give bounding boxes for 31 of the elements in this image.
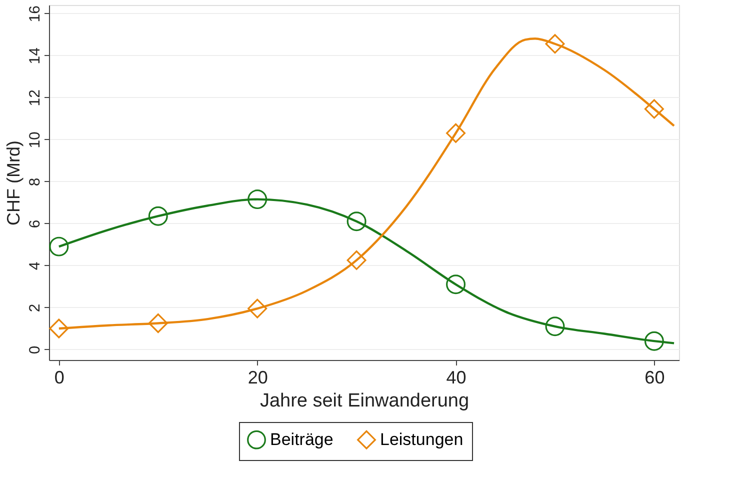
y-tick-label: 2 — [26, 304, 44, 312]
x-axis-title: Jahre seit Einwanderung — [260, 390, 470, 412]
x-tick-label: 40 — [446, 368, 466, 388]
legend-label: Beiträge — [270, 430, 334, 449]
x-tick-label: 20 — [248, 368, 268, 388]
point — [446, 274, 466, 294]
point — [545, 316, 565, 336]
x-tick-label: 60 — [644, 368, 665, 388]
point — [248, 298, 268, 318]
point — [545, 34, 565, 54]
point — [49, 236, 69, 256]
y-tick-label: 14 — [26, 48, 44, 64]
legend-label: Leistungen — [380, 430, 464, 449]
point — [49, 318, 69, 338]
point — [248, 190, 268, 210]
y-tick-label: 6 — [26, 220, 44, 228]
y-tick-label: 8 — [26, 178, 44, 186]
point — [644, 99, 664, 119]
point — [346, 250, 366, 270]
point — [644, 331, 664, 351]
y-tick-label: 10 — [26, 132, 44, 148]
point — [346, 212, 366, 232]
y-tick-label: 4 — [26, 262, 44, 270]
x-tick-label: 0 — [54, 368, 64, 388]
point — [148, 206, 168, 226]
y-tick-label: 12 — [26, 90, 44, 106]
point — [148, 313, 168, 333]
point — [446, 123, 466, 143]
y-tick-label: 0 — [26, 346, 44, 354]
y-tick-label: 16 — [26, 6, 44, 22]
y-axis-title: CHF (Mrd) — [4, 140, 24, 226]
